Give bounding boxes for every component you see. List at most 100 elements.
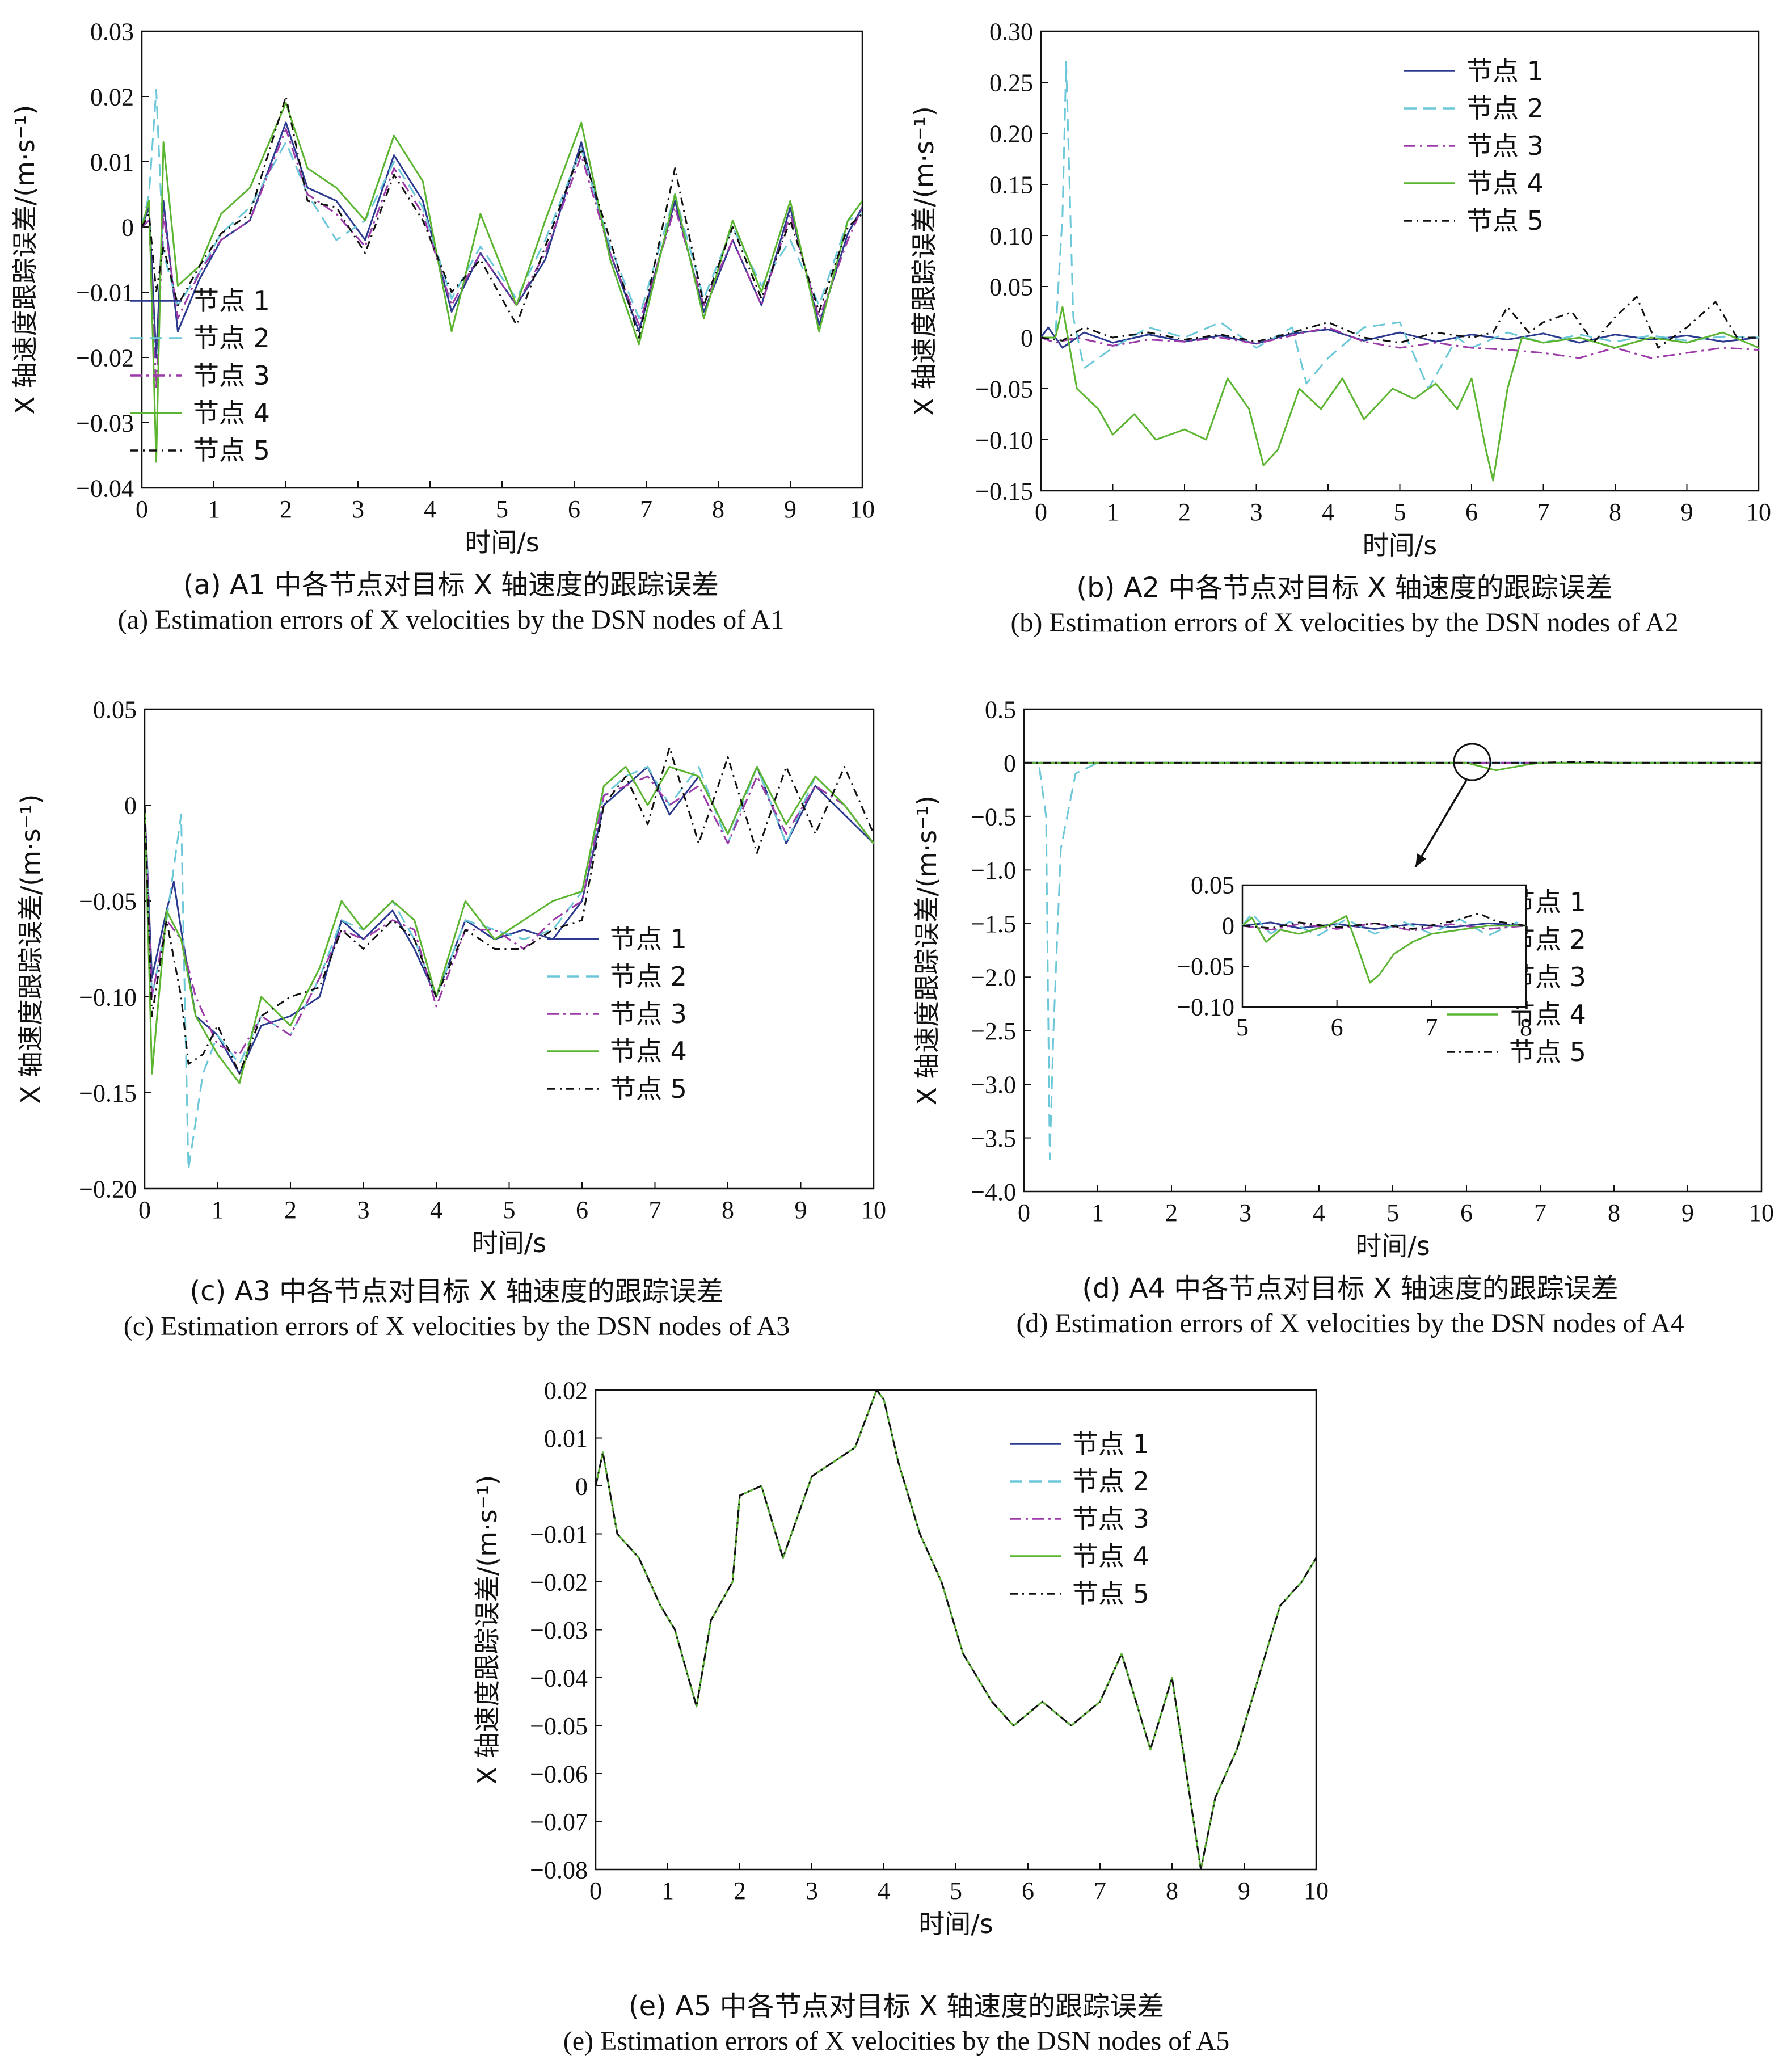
a5-y-tick-label: 0.02 — [544, 1376, 588, 1404]
a1-y-tick-label: 0 — [121, 213, 134, 241]
a4-y-tick-label: −2.0 — [971, 964, 1016, 992]
a3-x-tick-label: 0 — [138, 1196, 151, 1224]
a5-x-tick-label: 2 — [734, 1877, 746, 1905]
a5-legend-label-node-1: 节点 1 — [1072, 1429, 1149, 1459]
a2-x-tick-label: 10 — [1746, 498, 1771, 526]
a3-series-line-node-4 — [145, 765, 874, 1084]
a3-y-tick-label: −0.05 — [79, 887, 137, 915]
a3-y-tick-label: 0 — [124, 791, 137, 819]
a2-x-tick-label: 6 — [1465, 498, 1478, 526]
a1-y-axis-label: X 轴速度跟踪误差/(m·s⁻¹) — [10, 105, 40, 415]
a3-x-tick-label: 6 — [576, 1196, 588, 1224]
a5-legend-label-node-3: 节点 3 — [1072, 1504, 1149, 1534]
caption-a1-en: (a) Estimation errors of X velocities by… — [117, 605, 785, 635]
chart-a2: 0 1 2 3 4 5 6 7 8 9 100.300.250.200.150.100.050−0.… — [909, 18, 1771, 561]
a1-series-line-node-1 — [142, 121, 862, 359]
a3-series-line-node-2 — [145, 765, 874, 1170]
a2-legend-label-node-5: 节点 5 — [1466, 205, 1544, 236]
a5-y-tick-label: −0.06 — [530, 1760, 588, 1788]
a4-y-tick-label: −1.5 — [971, 910, 1016, 938]
chart-a4: 0 1 2 3 4 5 6 7 8 9 10 0.5 0 −0.5 −1.0 −1.5 −2.0 −2.5 −3.0… — [912, 696, 1774, 1261]
a3-series-line-node-3 — [145, 775, 874, 1055]
a3-x-tick-label: 7 — [649, 1196, 661, 1224]
a2-y-tick-label: −0.05 — [975, 375, 1033, 403]
a1-y-tick-label: 0.03 — [90, 18, 134, 45]
a1-y-tick-label: −0.02 — [76, 344, 134, 372]
caption-a4-zh: (d) A4 中各节点对目标 X 轴速度的跟踪误差 — [1082, 1273, 1619, 1304]
a2-series-line-node-2 — [1041, 61, 1759, 390]
a4-inset-series-line-node-4 — [1242, 915, 1526, 984]
caption-a3: (c) A3 中各节点对目标 X 轴速度的跟踪误差 (c) Estimation… — [34, 1274, 879, 1344]
a4-y-tick-label: −3.5 — [971, 1125, 1016, 1152]
a4-x-tick-label: 6 — [1460, 1199, 1473, 1227]
a2-y-tick-label: 0.25 — [989, 69, 1033, 96]
a3-legend-label-node-5: 节点 5 — [610, 1073, 687, 1104]
a4-inset-x-tick-label: 5 — [1236, 1013, 1249, 1041]
a2-legend-label-node-4: 节点 4 — [1466, 168, 1544, 199]
a4-inset-y-tick-label: 0 — [1222, 912, 1234, 940]
a1-series-line-node-5 — [142, 95, 862, 339]
a4-inset-background — [1242, 885, 1526, 1007]
a2-y-tick-label: 0.10 — [989, 222, 1033, 250]
a1-y-tick-label: 0.01 — [90, 148, 134, 176]
a4-x-tick-label: 8 — [1608, 1199, 1620, 1227]
a1-x-tick-label: 5 — [496, 495, 508, 523]
a5-y-tick-label: −0.02 — [530, 1568, 588, 1596]
a5-y-tick-label: −0.01 — [530, 1521, 588, 1548]
a2-x-tick-label: 4 — [1322, 498, 1334, 526]
a5-x-tick-label: 8 — [1166, 1877, 1178, 1905]
a4-y-tick-label: −4.0 — [971, 1178, 1016, 1206]
a2-x-axis-label: 时间/s — [1363, 530, 1437, 561]
a5-y-axis-label: X 轴速度跟踪误差/(m·s⁻¹) — [472, 1475, 503, 1785]
a2-y-tick-label: −0.15 — [975, 477, 1033, 505]
a5-y-tick-label: −0.08 — [530, 1856, 588, 1884]
a5-x-tick-label: 6 — [1022, 1877, 1034, 1905]
a3-x-tick-label: 9 — [795, 1196, 807, 1224]
a1-x-axis-label: 时间/s — [465, 527, 539, 558]
a1-y-tick-label: −0.04 — [76, 474, 134, 502]
a4-x-tick-label: 9 — [1681, 1199, 1694, 1227]
a2-x-tick-label: 7 — [1537, 498, 1550, 526]
a4-inset-y-tick-label: 0.05 — [1191, 871, 1234, 899]
a1-x-tick-label: 6 — [568, 495, 580, 523]
a1-x-tick-label: 9 — [784, 495, 796, 523]
caption-a4-en: (d) Estimation errors of X velocities by… — [1016, 1308, 1684, 1338]
a1-legend-label-node-2: 节点 2 — [193, 323, 270, 353]
caption-a5: (e) A5 中各节点对目标 X 轴速度的跟踪误差 (e) Estimation… — [454, 1989, 1339, 2059]
caption-a2-zh: (b) A2 中各节点对目标 X 轴速度的跟踪误差 — [1076, 572, 1613, 604]
a4-series-line-node-2 — [1024, 761, 1761, 1160]
a4-inset-series-line-node-5 — [1242, 912, 1526, 930]
a1-series-line-node-2 — [142, 89, 862, 319]
a4-y-tick-label: −3.0 — [971, 1071, 1016, 1099]
caption-a1: (a) A1 中各节点对目标 X 轴速度的跟踪误差 (a) Estimation… — [34, 567, 868, 638]
a4-inset-x-tick-label: 7 — [1425, 1013, 1438, 1041]
a1-y-tick-label: 0.02 — [90, 83, 134, 111]
a5-x-tick-label: 3 — [806, 1877, 818, 1905]
a5-x-tick-label: 4 — [878, 1877, 890, 1905]
a4-x-tick-label: 10 — [1749, 1199, 1774, 1227]
a2-y-axis-label: X 轴速度跟踪误差/(m·s⁻¹) — [909, 106, 939, 416]
a2-series-line-node-5 — [1041, 296, 1759, 349]
a3-x-tick-label: 3 — [357, 1196, 370, 1224]
a4-zoom-circle — [1453, 743, 1491, 781]
a3-x-tick-label: 8 — [722, 1196, 734, 1224]
a4-x-tick-label: 0 — [1018, 1199, 1030, 1227]
a3-legend-label-node-3: 节点 3 — [610, 999, 687, 1029]
a3-x-tick-label: 1 — [212, 1196, 224, 1224]
a4-inset-plot-frame — [1241, 884, 1527, 1008]
a4-y-tick-label: 0.5 — [985, 696, 1016, 723]
a4-inset-x-tick-label: 8 — [1520, 1013, 1532, 1041]
a3-legend-label-node-4: 节点 4 — [610, 1036, 687, 1067]
a5-x-tick-label: 1 — [661, 1877, 674, 1905]
a5-series-line-node-5 — [596, 1390, 1316, 1869]
caption-a5-zh: (e) A5 中各节点对目标 X 轴速度的跟踪误差 — [628, 1990, 1165, 2022]
a4-zoom-arrow — [1414, 780, 1468, 867]
a4-x-tick-label: 2 — [1165, 1199, 1178, 1227]
a2-legend-label-node-1: 节点 1 — [1466, 56, 1544, 86]
a5-legend-label-node-5: 节点 5 — [1072, 1578, 1149, 1609]
a4-x-tick-label: 5 — [1386, 1199, 1399, 1227]
a2-y-tick-label: 0.15 — [989, 171, 1033, 199]
a2-y-tick-label: 0.20 — [989, 120, 1033, 148]
a5-y-tick-label: −0.04 — [530, 1664, 588, 1692]
a4-legend-label-node-5: 节点 5 — [1509, 1037, 1586, 1067]
